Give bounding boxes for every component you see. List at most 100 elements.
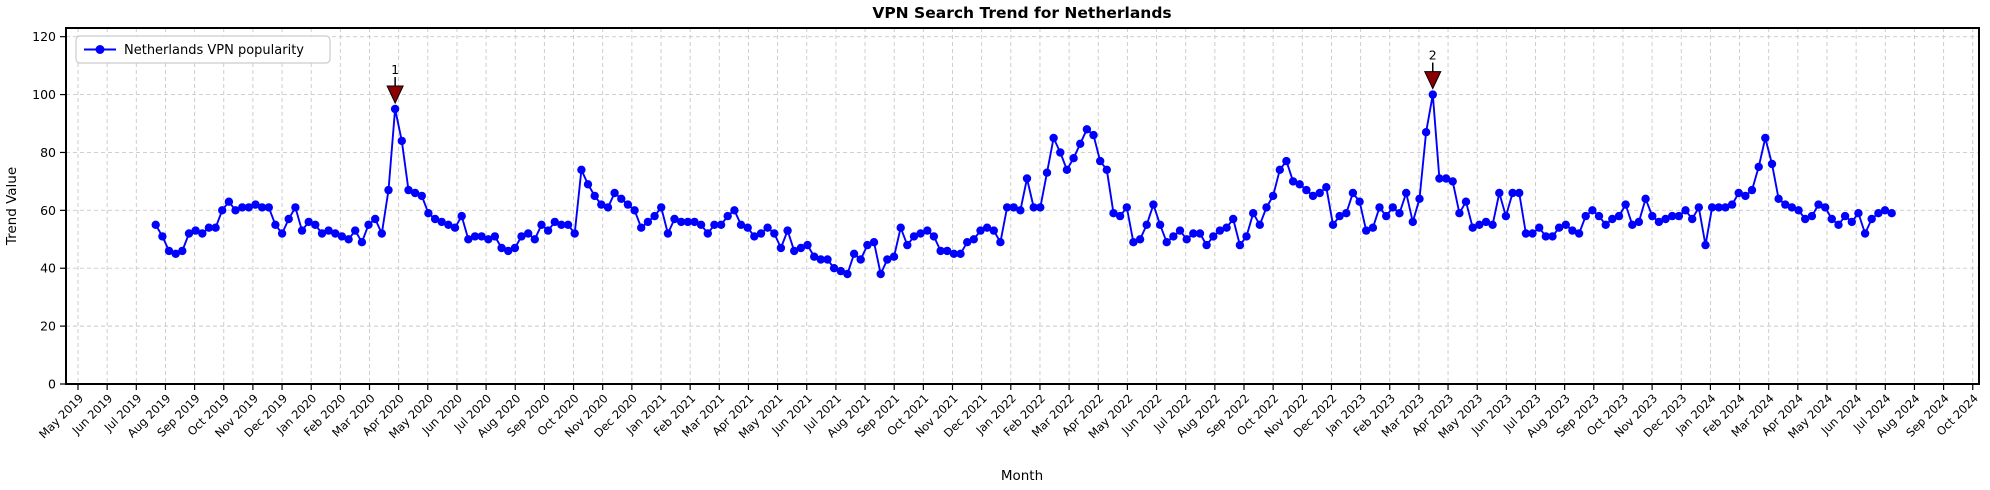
data-point xyxy=(1009,203,1018,212)
data-point xyxy=(1501,211,1511,221)
data-point xyxy=(331,229,340,238)
data-point xyxy=(1036,203,1045,212)
data-point xyxy=(1594,211,1604,221)
data-point xyxy=(1714,203,1724,212)
data-point xyxy=(843,269,852,279)
data-point xyxy=(1069,154,1078,163)
data-point xyxy=(204,223,214,232)
data-point xyxy=(364,220,373,229)
data-point xyxy=(1801,214,1810,224)
data-point xyxy=(1242,232,1251,241)
data-point xyxy=(264,203,273,212)
data-point xyxy=(1415,194,1424,203)
data-point xyxy=(643,217,653,227)
data-point xyxy=(1435,174,1444,183)
data-point xyxy=(989,226,998,235)
data-point xyxy=(1515,188,1524,198)
data-point xyxy=(1421,128,1431,137)
data-point xyxy=(1781,200,1790,209)
data-point xyxy=(1222,223,1231,232)
data-point xyxy=(1235,240,1245,250)
grid-lines xyxy=(66,28,1979,385)
data-point xyxy=(397,136,406,146)
trend-line xyxy=(154,93,1893,275)
data-point xyxy=(430,214,440,224)
data-point xyxy=(1388,203,1398,212)
data-point xyxy=(344,235,353,244)
data-point xyxy=(1295,180,1304,189)
data-point xyxy=(1468,223,1477,232)
data-point xyxy=(1029,203,1038,212)
data-point xyxy=(1189,229,1198,238)
trend-series xyxy=(151,90,1896,279)
data-point xyxy=(158,232,167,241)
data-point xyxy=(869,238,879,247)
data-point xyxy=(1109,209,1118,218)
data-point xyxy=(810,252,819,261)
data-point xyxy=(304,217,313,227)
data-point xyxy=(863,240,872,250)
data-point xyxy=(297,226,307,235)
data-point xyxy=(1767,159,1777,169)
data-point xyxy=(198,229,207,238)
data-point xyxy=(1721,203,1730,212)
data-point xyxy=(324,226,333,235)
data-point xyxy=(617,194,626,203)
data-point xyxy=(1541,232,1551,241)
data-point xyxy=(1428,90,1438,99)
data-point xyxy=(211,223,220,232)
legend-entry-label: Netherlands VPN popularity xyxy=(124,43,304,58)
data-point xyxy=(530,235,539,244)
data-point xyxy=(909,232,919,241)
data-point xyxy=(577,165,586,174)
data-point xyxy=(291,203,300,212)
data-point xyxy=(450,223,460,232)
data-point xyxy=(244,203,253,212)
data-point xyxy=(889,252,899,261)
data-point xyxy=(1787,203,1797,212)
data-point xyxy=(1727,200,1737,209)
data-point xyxy=(1255,220,1265,229)
data-point xyxy=(390,104,400,114)
data-point xyxy=(557,220,566,229)
data-point xyxy=(1215,226,1225,235)
data-point xyxy=(191,226,200,235)
data-point xyxy=(470,232,480,241)
annotation-arrow-icon xyxy=(386,85,404,105)
data-point xyxy=(1115,211,1125,221)
data-point xyxy=(164,246,174,256)
data-point xyxy=(271,220,280,229)
data-point xyxy=(1142,220,1151,229)
data-point xyxy=(1209,232,1218,241)
data-point xyxy=(796,243,806,253)
data-point xyxy=(856,255,865,264)
y-tick-label: 60 xyxy=(40,203,56,218)
data-point xyxy=(756,229,766,238)
data-point xyxy=(1701,240,1710,250)
data-point xyxy=(1521,229,1531,238)
data-point xyxy=(1761,133,1770,143)
data-point xyxy=(1262,203,1271,212)
data-point xyxy=(963,238,972,247)
data-point xyxy=(657,203,666,212)
y-tick-label: 20 xyxy=(40,319,56,334)
data-point xyxy=(996,238,1005,247)
data-point xyxy=(1488,220,1497,229)
data-point xyxy=(1581,211,1590,221)
data-point xyxy=(849,249,859,258)
data-point xyxy=(876,269,885,279)
data-point xyxy=(1322,183,1331,192)
data-point xyxy=(184,229,194,238)
data-point xyxy=(776,243,786,253)
data-point xyxy=(1455,209,1464,218)
annotation-1: 1 xyxy=(386,62,404,105)
data-point xyxy=(803,240,812,250)
data-point xyxy=(696,220,706,229)
data-point xyxy=(1362,226,1371,235)
data-point xyxy=(1049,133,1058,143)
data-point xyxy=(537,220,546,229)
data-point xyxy=(1275,165,1285,174)
data-point xyxy=(1355,197,1364,206)
data-point xyxy=(257,203,267,212)
